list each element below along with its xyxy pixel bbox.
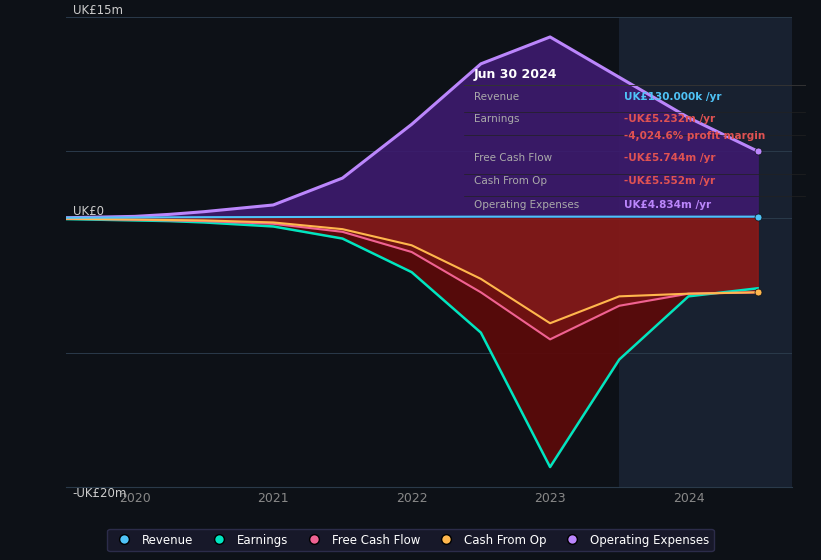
- Text: -UK£5.232m /yr: -UK£5.232m /yr: [624, 114, 715, 124]
- Text: UK£130.000k /yr: UK£130.000k /yr: [624, 92, 722, 102]
- Text: Jun 30 2024: Jun 30 2024: [474, 68, 557, 81]
- Text: Earnings: Earnings: [474, 114, 520, 124]
- Text: UK£0: UK£0: [72, 206, 103, 218]
- Text: -UK£5.744m /yr: -UK£5.744m /yr: [624, 153, 715, 164]
- Bar: [619, 17, 792, 487]
- Legend: Revenue, Earnings, Free Cash Flow, Cash From Op, Operating Expenses: Revenue, Earnings, Free Cash Flow, Cash …: [108, 529, 713, 551]
- Text: Cash From Op: Cash From Op: [474, 176, 547, 186]
- Text: -4,024.6% profit margin: -4,024.6% profit margin: [624, 131, 765, 141]
- Text: -UK£20m: -UK£20m: [72, 487, 127, 500]
- Text: Free Cash Flow: Free Cash Flow: [474, 153, 553, 164]
- Text: Revenue: Revenue: [474, 92, 519, 102]
- Text: Operating Expenses: Operating Expenses: [474, 199, 580, 209]
- Text: UK£4.834m /yr: UK£4.834m /yr: [624, 199, 711, 209]
- Text: -UK£5.552m /yr: -UK£5.552m /yr: [624, 176, 715, 186]
- Text: UK£15m: UK£15m: [72, 4, 122, 17]
